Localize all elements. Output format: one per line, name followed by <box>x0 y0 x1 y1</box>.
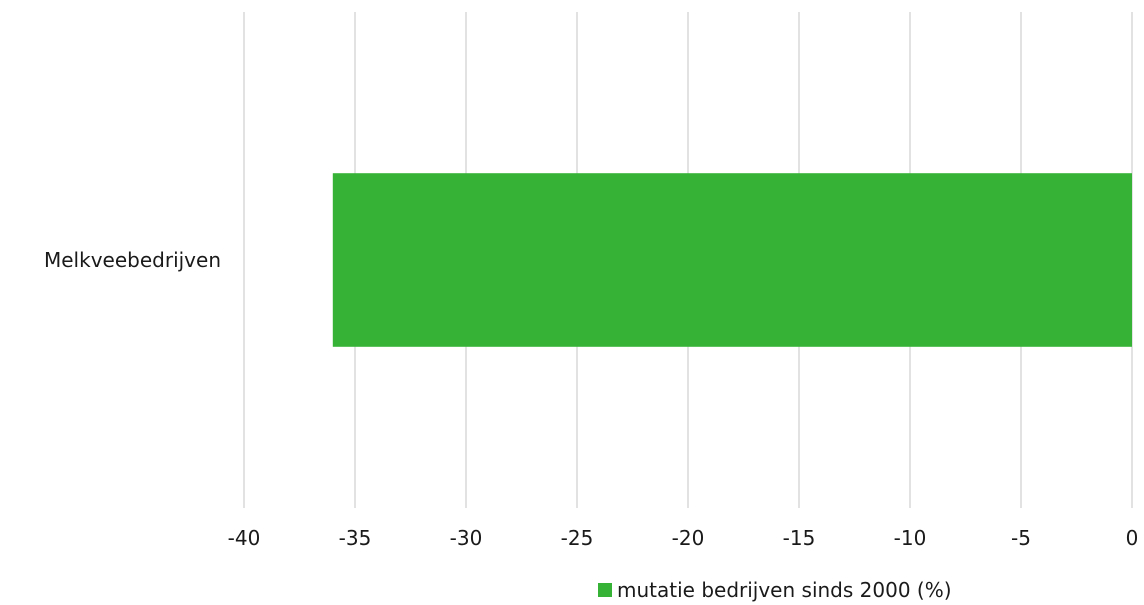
bars <box>332 173 1132 347</box>
x-axis-tick-labels: -40 -35 -30 -25 -20 -15 -10 -5 0 <box>228 526 1139 550</box>
x-tick-label: -25 <box>561 526 594 550</box>
bar-melkveebedrijven <box>332 173 1132 347</box>
category-axis-labels: Melkveebedrijven <box>44 248 221 272</box>
legend-swatch <box>598 583 612 597</box>
x-tick-label: -10 <box>894 526 927 550</box>
legend-label: mutatie bedrijven sinds 2000 (%) <box>617 578 952 602</box>
x-tick-label: -30 <box>450 526 483 550</box>
x-tick-label: -35 <box>339 526 372 550</box>
legend: mutatie bedrijven sinds 2000 (%) <box>598 578 952 602</box>
x-tick-label: 0 <box>1126 526 1139 550</box>
x-tick-label: -20 <box>672 526 705 550</box>
x-tick-label: -40 <box>228 526 261 550</box>
x-tick-label: -15 <box>783 526 816 550</box>
category-label: Melkveebedrijven <box>44 248 221 272</box>
x-tick-label: -5 <box>1011 526 1031 550</box>
